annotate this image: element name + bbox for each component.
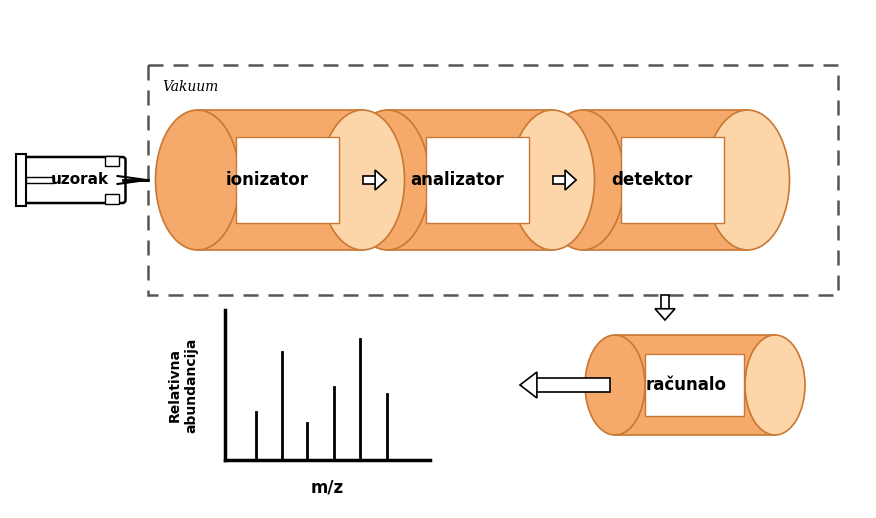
Polygon shape	[520, 372, 537, 398]
Bar	[583, 110, 747, 250]
Bar	[387, 110, 553, 250]
Bar	[25, 177, 54, 183]
Ellipse shape	[585, 335, 645, 435]
Polygon shape	[655, 309, 675, 320]
Bar	[237, 137, 339, 223]
Bar	[661, 295, 669, 310]
Text: Vakuum: Vakuum	[162, 80, 218, 94]
Bar	[615, 335, 775, 435]
Ellipse shape	[705, 110, 789, 250]
Text: Relativna
abundancija: Relativna abundancija	[168, 337, 198, 433]
Text: ionizator: ionizator	[226, 171, 309, 189]
Polygon shape	[565, 170, 576, 190]
Bar	[197, 110, 363, 250]
Ellipse shape	[345, 110, 429, 250]
Text: detektor: detektor	[611, 171, 693, 189]
Text: analizator: analizator	[411, 171, 505, 189]
Bar	[16, 154, 25, 206]
Bar	[363, 176, 376, 184]
Bar	[104, 156, 118, 166]
Ellipse shape	[540, 110, 625, 250]
Ellipse shape	[511, 110, 595, 250]
Bar	[148, 65, 838, 295]
Bar	[535, 378, 610, 392]
Bar	[621, 137, 724, 223]
Ellipse shape	[321, 110, 405, 250]
Bar	[104, 194, 118, 204]
Text: uzorak: uzorak	[51, 172, 110, 188]
Text: računalo: računalo	[646, 376, 726, 394]
FancyBboxPatch shape	[25, 157, 125, 203]
Bar	[553, 176, 566, 184]
Bar	[645, 354, 745, 416]
Text: m/z: m/z	[311, 479, 344, 497]
Bar	[427, 137, 528, 223]
Polygon shape	[375, 170, 386, 190]
Ellipse shape	[156, 110, 239, 250]
Ellipse shape	[745, 335, 805, 435]
